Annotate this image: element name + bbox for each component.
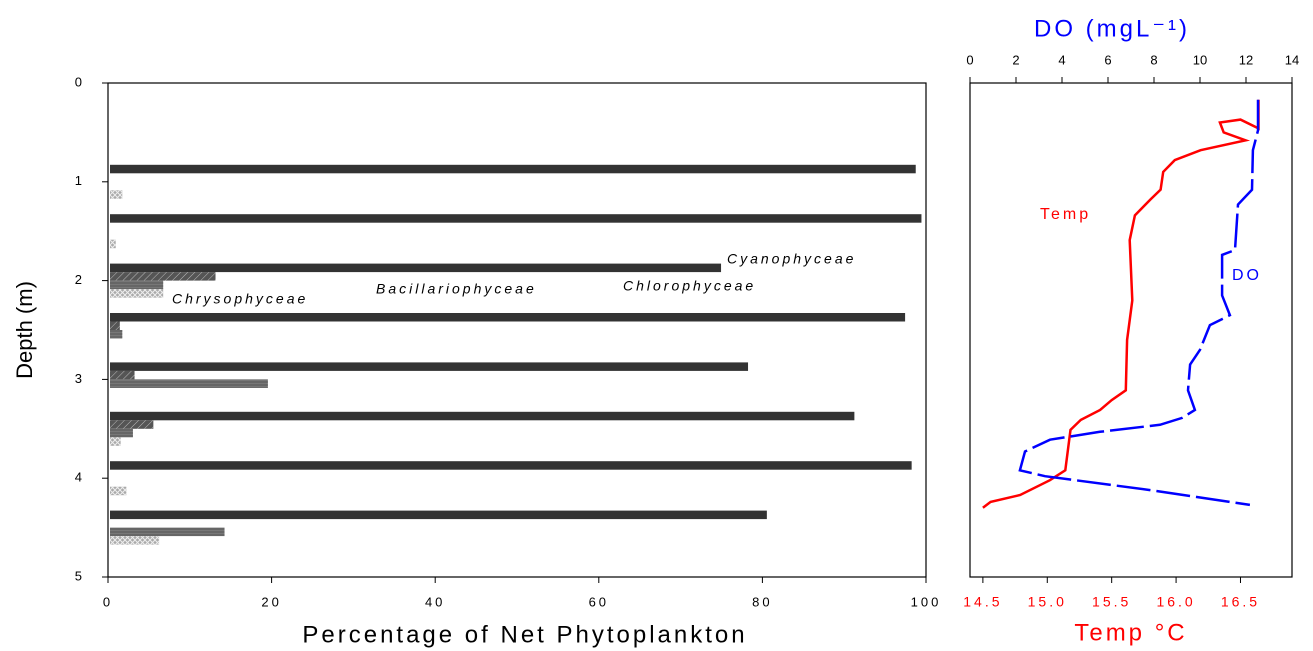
series-label: Bacillariophyceae: [376, 281, 537, 297]
y-axis-title: Depth (m): [12, 281, 37, 379]
left-plot-frame: [107, 82, 927, 578]
bar-hatch: [110, 289, 164, 298]
x-tick-label: 15.0: [1028, 594, 1067, 610]
y-tick-label: 4: [75, 470, 82, 485]
bar: [110, 461, 912, 470]
x-tick-label: 20: [261, 594, 281, 609]
series-label: DO: [1232, 267, 1262, 284]
bar: [110, 164, 916, 174]
y-tick-label: 0: [75, 74, 82, 89]
x2-tick-label: 8: [1150, 52, 1157, 67]
x-tick-label: 16.0: [1156, 594, 1195, 610]
y-tick-label: 1: [75, 173, 82, 188]
x-tick-label: 100: [911, 594, 942, 609]
x2-tick-label: 0: [966, 52, 973, 67]
x-tick-label: 0: [103, 594, 113, 609]
bar-hatch: [110, 370, 135, 380]
x-axis-title: Percentage of Net Phytoplankton: [302, 621, 747, 648]
x-tick-label: 15.5: [1092, 594, 1131, 610]
bar-hatch: [110, 379, 268, 388]
x2-tick-label: 4: [1058, 52, 1065, 67]
bar-hatch: [110, 239, 116, 249]
x2-tick-label: 6: [1104, 52, 1111, 67]
x-tick-label: 80: [752, 594, 772, 609]
y-tick-label: 3: [75, 371, 82, 386]
line: [1018, 99, 1260, 507]
bar-hatch: [110, 321, 120, 330]
bar-hatch: [110, 527, 225, 537]
bar-hatch: [110, 190, 123, 199]
series-label: Chrysophyceae: [172, 291, 308, 307]
x2-tick-label: 12: [1239, 52, 1253, 67]
bar-hatch: [110, 420, 154, 429]
series-label: Cyanophyceae: [727, 251, 856, 267]
bar: [110, 214, 922, 223]
line: [982, 99, 1260, 509]
bar: [110, 362, 749, 371]
bar: [110, 411, 855, 421]
series-label: Temp: [1040, 206, 1091, 223]
bar-hatch: [110, 428, 133, 438]
x2-tick-label: 2: [1012, 52, 1019, 67]
bar-hatch: [110, 486, 127, 496]
temp-axis-title: Temp °C: [1074, 619, 1187, 646]
x-tick-label: 14.5: [963, 594, 1002, 610]
x-tick-label: 60: [589, 594, 609, 609]
bar: [110, 263, 722, 273]
bar-hatch: [110, 536, 160, 545]
bar: [110, 510, 767, 520]
bar: [110, 313, 906, 322]
x-tick-label: 16.5: [1221, 594, 1260, 610]
y-tick-label: 5: [75, 568, 82, 583]
bar-hatch: [110, 280, 164, 290]
bar-hatch: [110, 272, 216, 281]
bar-hatch: [110, 330, 123, 339]
series-label: Chlorophyceae: [623, 278, 756, 294]
x2-tick-label: 14: [1285, 52, 1299, 67]
x-tick-label: 40: [425, 594, 445, 609]
y-tick-label: 2: [75, 272, 82, 287]
bar-hatch: [110, 437, 121, 446]
right-plot-frame: [969, 82, 1293, 578]
do-axis-title: DO (mgL⁻¹): [1034, 15, 1190, 42]
x2-tick-label: 10: [1193, 52, 1207, 67]
